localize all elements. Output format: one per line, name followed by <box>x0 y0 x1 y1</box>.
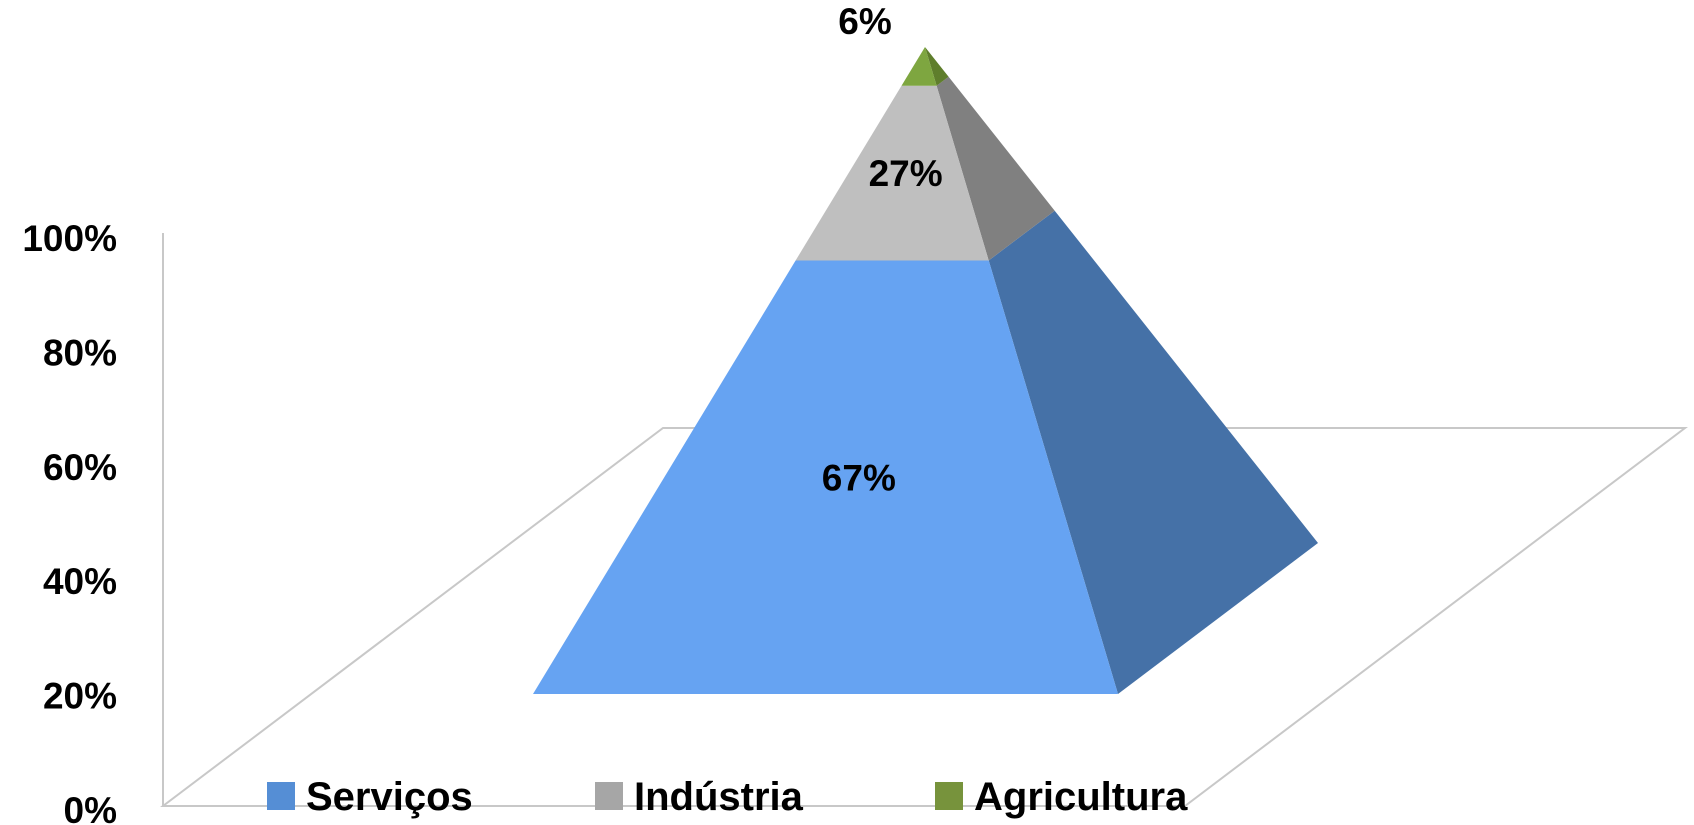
pyramid-segment-industria-side <box>936 76 1055 261</box>
pyramid-segment-servicos <box>533 260 1118 694</box>
pyramid-segment-servicos-side <box>988 210 1318 694</box>
data-labels: 67% 27% 6% <box>822 1 943 498</box>
y-tick-label: 60% <box>43 447 117 488</box>
y-tick-label: 0% <box>64 790 117 825</box>
legend-item-servicos: Serviços <box>267 775 473 819</box>
legend-item-industria: Indústria <box>595 775 804 819</box>
legend-swatch-servicos <box>267 782 295 810</box>
pyramid-segment-agricultura-side <box>925 47 949 86</box>
floor-plane <box>160 427 1688 807</box>
pyramid-segment-agricultura <box>901 47 937 86</box>
legend: Serviços Indústria Agricultura <box>267 775 1188 819</box>
data-label-industria: 27% <box>869 153 943 194</box>
data-label-servicos: 67% <box>822 457 896 498</box>
legend-item-agricultura: Agricultura <box>935 775 1188 819</box>
chart-floor <box>160 233 1688 807</box>
legend-label-agricultura: Agricultura <box>974 775 1188 819</box>
pyramid-segments <box>533 47 1318 694</box>
pyramid-segment-industria <box>795 85 989 261</box>
legend-label-industria: Indústria <box>634 775 804 819</box>
y-tick-label: 80% <box>43 332 117 373</box>
y-tick-label: 100% <box>22 218 117 259</box>
y-tick-label: 40% <box>43 561 117 602</box>
y-axis: 0% 20% 40% 60% 80% 100% <box>22 218 117 825</box>
y-tick-label: 20% <box>43 676 117 717</box>
data-label-agricultura: 6% <box>838 1 891 42</box>
legend-swatch-agricultura <box>935 782 963 810</box>
legend-label-servicos: Serviços <box>306 775 473 819</box>
legend-swatch-industria <box>595 782 623 810</box>
